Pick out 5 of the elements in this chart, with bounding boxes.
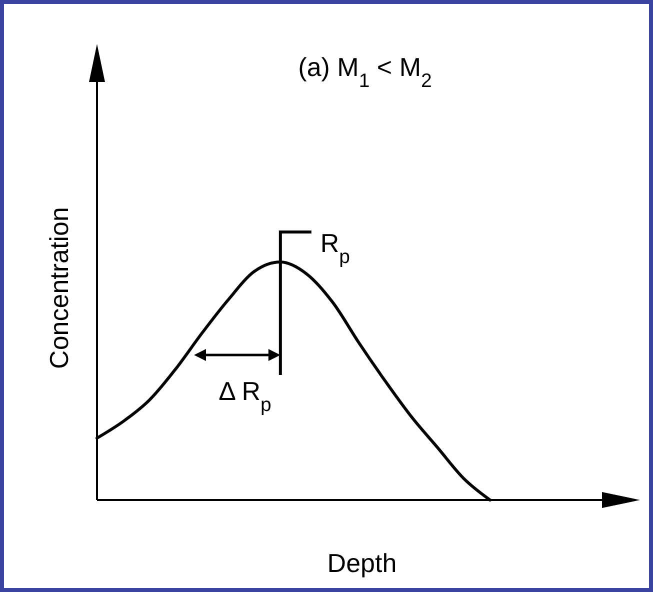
annotation: Δ R$_{p}$ [218, 376, 272, 416]
x-axis-title: Depth [327, 548, 397, 578]
y-axis-title: Concentration [44, 207, 74, 369]
chart-title: (a) M$_{1}$ < M$_{2}$ [298, 52, 432, 92]
annotation: R$_{p}$ [320, 228, 350, 268]
